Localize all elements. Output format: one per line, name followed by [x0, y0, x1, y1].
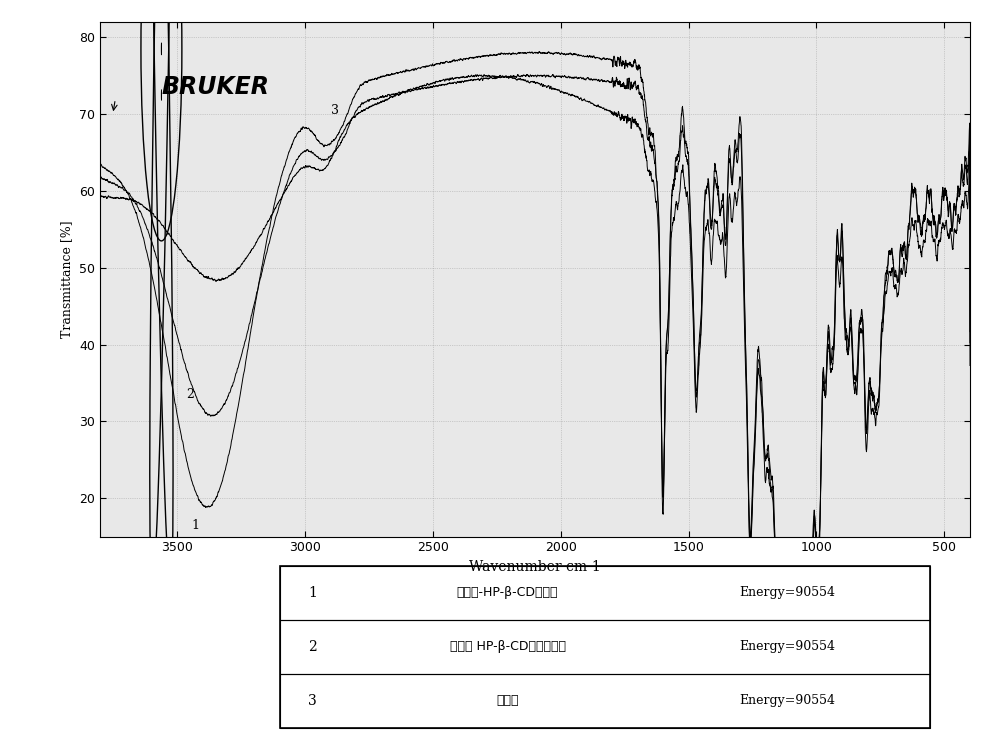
Text: Energy=90554: Energy=90554: [739, 694, 835, 707]
Text: 甘草素-HP-β-CD包合物: 甘草素-HP-β-CD包合物: [457, 587, 558, 600]
Text: 1: 1: [308, 586, 317, 600]
Text: 甘草素: 甘草素: [496, 694, 519, 707]
Bar: [280, 620, 930, 674]
Bar: [280, 566, 930, 620]
Text: Energy=90554: Energy=90554: [739, 587, 835, 600]
Text: 3: 3: [308, 694, 317, 708]
Text: 甘草素 HP-β-CD物理混合物: 甘草素 HP-β-CD物理混合物: [450, 640, 566, 653]
Text: 2: 2: [186, 388, 194, 401]
Text: 1: 1: [192, 519, 200, 532]
Text: 2: 2: [308, 639, 317, 654]
Y-axis label: Transmittance [%]: Transmittance [%]: [61, 220, 74, 338]
Text: 3: 3: [331, 104, 339, 117]
Text: BRUKER: BRUKER: [161, 75, 269, 99]
Bar: [280, 674, 930, 728]
Text: Energy=90554: Energy=90554: [739, 640, 835, 653]
X-axis label: Wavenumber cm-1: Wavenumber cm-1: [469, 560, 601, 574]
